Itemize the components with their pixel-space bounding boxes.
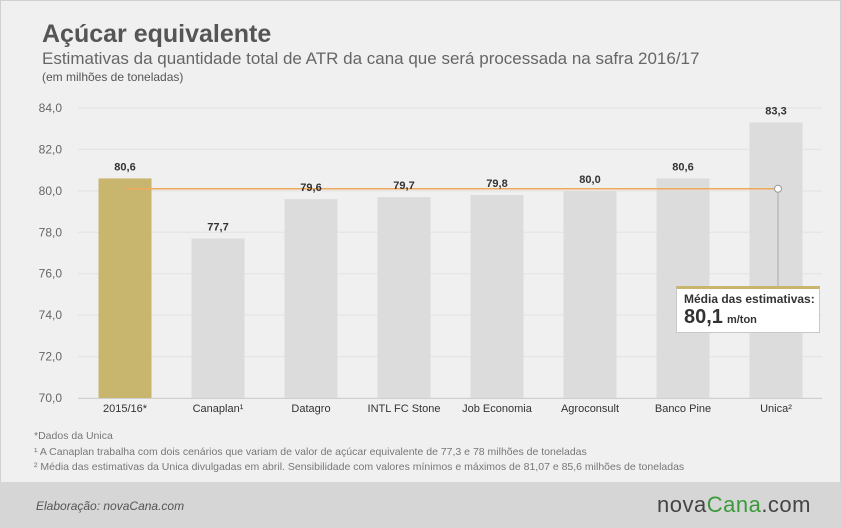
y-tick-label: 80,0 [39,184,63,198]
bar-value-label: 80,6 [114,161,135,173]
bar [470,195,524,398]
y-tick-label: 78,0 [39,225,63,239]
x-tick-label: 2015/16* [103,403,148,415]
y-tick-label: 82,0 [39,142,63,156]
bar [749,122,803,398]
footnote-1: ¹ A Canaplan trabalha com dois cenários … [34,445,587,458]
footer-bar: Elaboração: novaCana.com novaCana.com [0,482,841,528]
x-tick-label: INTL FC Stone [368,403,441,415]
average-unit: m/ton [726,314,757,326]
x-tick-label: Agroconsult [561,403,619,415]
bar [284,199,338,398]
average-value: 80,1 [684,306,723,328]
average-label: Média das estimativas: [684,292,815,306]
chart-title: Açúcar equivalente [42,20,272,48]
bar-value-label: 79,7 [393,180,414,192]
bar-value-label: 77,7 [207,222,228,234]
bar [98,178,152,398]
bar [191,238,245,398]
x-tick-label: Datagro [291,403,330,415]
bar-value-label: 79,8 [486,178,507,190]
y-tick-label: 84,0 [39,101,63,115]
x-tick-label: Job Economia [462,403,533,415]
bar-value-label: 83,3 [765,106,786,118]
bar-value-label: 80,0 [579,174,600,186]
y-tick-label: 72,0 [39,350,63,364]
average-marker [774,184,782,193]
y-tick-label: 76,0 [39,267,63,281]
y-tick-label: 74,0 [39,308,63,322]
chart-subtitle: Estimativas da quantidade total de ATR d… [42,49,700,68]
bar [563,190,617,398]
bar-value-label: 79,6 [300,182,321,194]
footnote-source: *Dados da Unica [34,430,113,442]
average-value-row: 80,1 m/ton [684,306,819,329]
novacana-logo[interactable]: novaCana.com [657,492,811,517]
y-tick-label: 70,0 [39,391,63,405]
footnote-2: ² Média das estimativas da Unica divulga… [34,461,685,473]
footnotes: *Dados da Unica ¹ A Canaplan trabalha co… [34,429,684,476]
unit-label: (em milhões de toneladas) [42,70,184,84]
x-tick-label: Unica² [760,403,792,415]
x-tick-label: Canaplan¹ [193,403,244,415]
x-tick-label: Banco Pine [655,403,711,415]
bar-value-label: 80,6 [672,161,693,173]
bar [377,197,431,398]
average-callout: Média das estimativas: 80,1 m/ton [676,286,820,333]
credit-text: Elaboração: novaCana.com [36,499,185,513]
